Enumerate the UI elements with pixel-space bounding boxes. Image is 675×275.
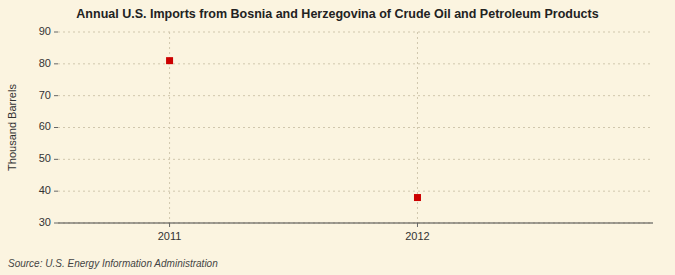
x-tick: [417, 223, 418, 227]
chart-svg: 30 40 50 60 70 80 90 2011 2012 Annual U.S. Import…: [0, 0, 675, 275]
y-tick: [54, 223, 58, 224]
y-grid-line: [58, 32, 653, 33]
y-tick-label: 30: [39, 216, 51, 228]
y-grid-line: [58, 95, 653, 96]
y-grid-line: [58, 127, 653, 128]
y-grid-line: [58, 191, 653, 192]
y-tick-label: 80: [39, 57, 51, 69]
x-axis-line: [58, 222, 653, 223]
y-grid-line: [58, 63, 653, 64]
point: [414, 194, 421, 201]
y-grid-line: [58, 159, 653, 160]
y-tick-label: 70: [39, 89, 51, 101]
y-tick: [54, 159, 58, 160]
y-tick-label: 40: [39, 184, 51, 196]
y-tick-label: 90: [39, 25, 51, 37]
y-axis: 30 40 50 60 70 80 90: [39, 25, 58, 228]
y-tick: [54, 63, 58, 64]
point: [166, 57, 173, 64]
background: [0, 0, 675, 275]
y-tick-label: 60: [39, 120, 51, 132]
y-tick: [54, 95, 58, 96]
y-tick: [54, 32, 58, 33]
title: Annual U.S. Imports from Bosnia and Herz…: [76, 7, 598, 21]
x-tick-label: 2012: [405, 230, 429, 242]
grid: [58, 32, 653, 223]
y-tick: [54, 127, 58, 128]
x-axis: 2011 2012: [58, 223, 653, 242]
chart-container: 30 40 50 60 70 80 90 2011 2012 Annual U.S. Import…: [0, 0, 675, 275]
y-tick: [54, 191, 58, 192]
source: Source: U.S. Energy Information Administ…: [8, 258, 218, 269]
y-tick-label: 50: [39, 152, 51, 164]
x-tick: [169, 223, 170, 227]
y-grid-line: [58, 223, 653, 224]
x-tick-label: 2011: [158, 230, 182, 242]
y-axis-label: Thousand Barrels: [6, 84, 18, 171]
points: [166, 57, 421, 201]
